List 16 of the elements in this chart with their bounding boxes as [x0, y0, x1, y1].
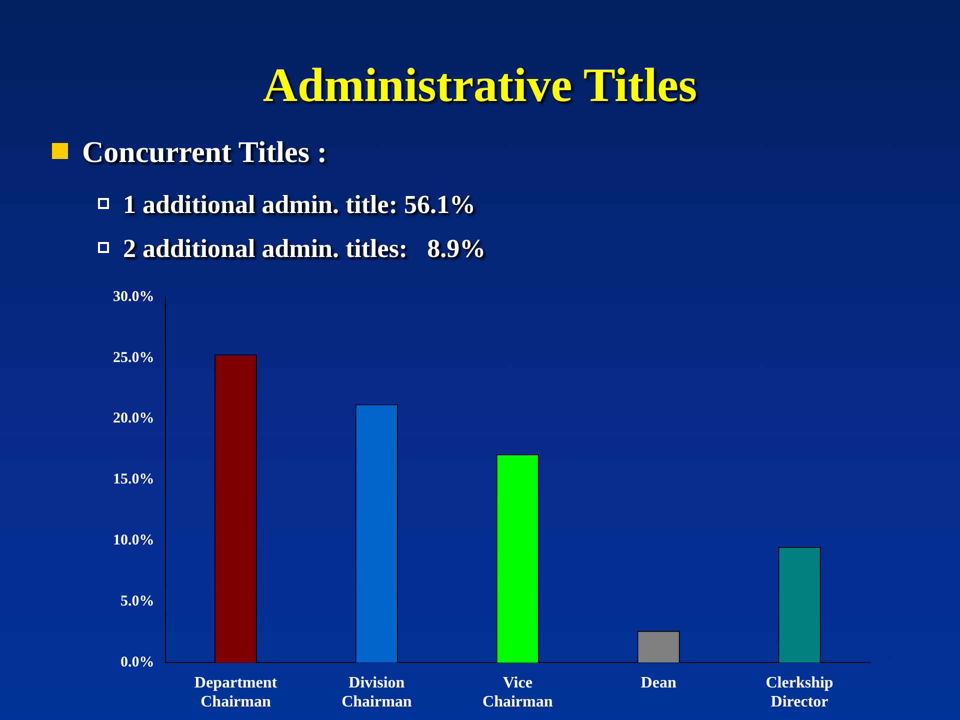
- chart-title: Administrative Titles: [262, 58, 698, 113]
- text: 2 additional admin. titles: 8.9%: [123, 234, 486, 263]
- y-tick-label: 15.0%: [113, 472, 154, 488]
- x-tick-label: Department Chairman: [194, 674, 278, 711]
- x-tick-label: Dean: [640, 674, 676, 692]
- y-tick-label: 20.0%: [113, 410, 154, 427]
- x-tick-label: Division Chairman: [342, 674, 412, 711]
- x-tick-label: Clerkship Director: [766, 674, 834, 711]
- y-tick-label: 25.0%: [113, 350, 154, 366]
- y-tick-label: 10.0%: [113, 532, 154, 549]
- y-tick-label: 0.0%: [120, 654, 154, 670]
- chart-subtitle: Concurrent Titles :: [82, 136, 327, 169]
- x-tick-label: Vice Chairman: [482, 674, 553, 711]
- text: 1 additional admin. title: 56.1%: [123, 190, 476, 219]
- y-tick-label: 30.0%: [113, 288, 154, 305]
- y-tick-label: 5.0%: [120, 594, 154, 610]
